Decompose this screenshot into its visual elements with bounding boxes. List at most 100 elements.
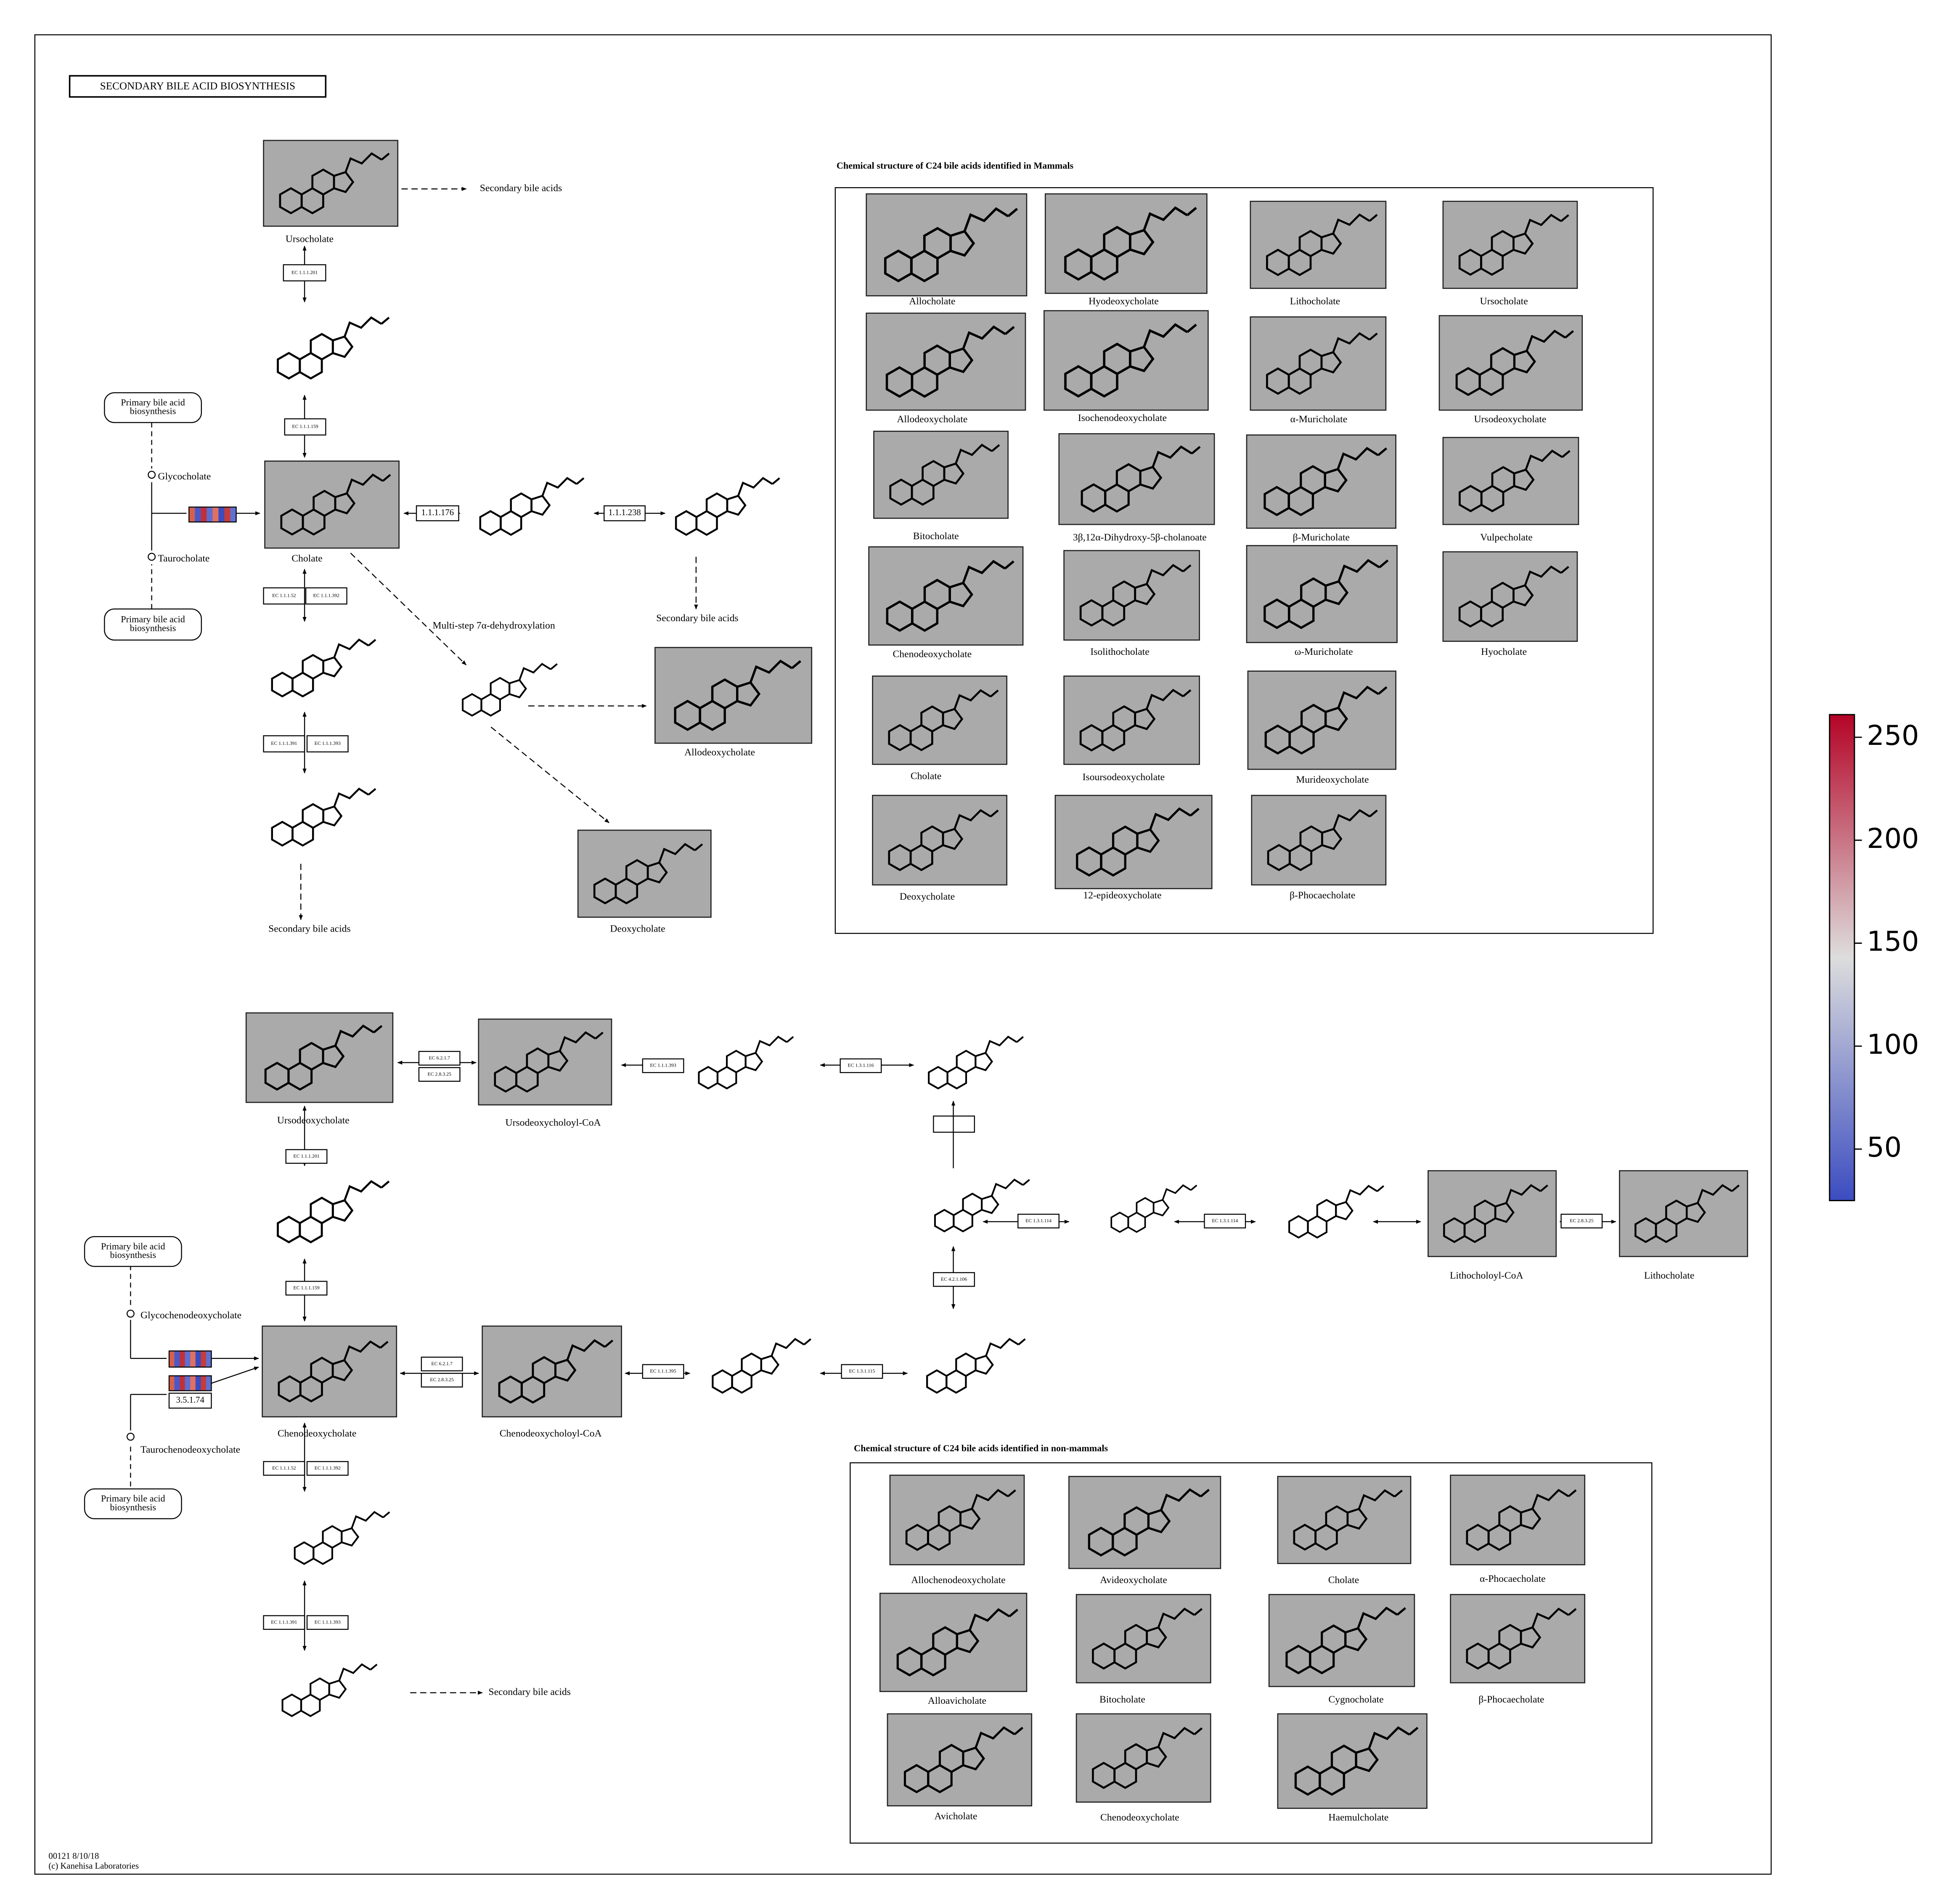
compound-box	[1043, 310, 1209, 411]
enzyme-label: EC 6.2.1.7	[429, 1055, 450, 1061]
compound-box	[879, 1592, 1028, 1692]
compound-label: Ursocholate	[1480, 296, 1528, 307]
gene-stripe	[212, 507, 219, 522]
colorbar-tick-label: 150	[1867, 926, 1919, 958]
compound-box	[1442, 551, 1578, 642]
compound-label: Chenodeoxycholate	[278, 1428, 357, 1439]
structure	[272, 640, 376, 696]
compound-label: Deoxycholate	[610, 924, 665, 935]
compound-label: Alloavicholate	[928, 1695, 986, 1706]
gene-stripe	[174, 1351, 180, 1367]
pathway-link	[104, 608, 202, 641]
arrow	[350, 553, 467, 665]
enzyme-box	[933, 1272, 975, 1287]
enzyme-box	[642, 1058, 684, 1073]
gene-stripe	[180, 1351, 185, 1367]
compound-box	[1063, 550, 1200, 641]
enzyme-label: EC 1.3.1.114	[1212, 1218, 1238, 1223]
enzyme-box	[263, 1615, 305, 1630]
compound-label: Chenodeoxycholate	[1100, 1812, 1179, 1823]
map-label: Secondary bile acids	[656, 613, 738, 624]
compound-label: 12-epideoxycholate	[1083, 890, 1161, 901]
compound-label: Ursodeoxycholoyl-CoA	[506, 1118, 601, 1128]
enzyme-label: EC 1.3.1.114	[1025, 1218, 1052, 1223]
compound-label: Isoursodeoxycholate	[1083, 772, 1165, 783]
enzyme-label: EC 1.1.1.52	[272, 593, 296, 598]
compound-label: Lithocholate	[1290, 296, 1340, 307]
enzyme-box	[168, 1393, 212, 1409]
compound-label: Cholate	[911, 771, 941, 781]
structure	[935, 1180, 1030, 1231]
compound-box	[1450, 1594, 1586, 1684]
compound-box	[1054, 794, 1213, 890]
non-mammals-panel	[850, 1462, 1653, 1844]
compound-box	[1277, 1476, 1412, 1564]
mammals-panel	[834, 187, 1654, 934]
compound-label: Lithocholate	[1644, 1270, 1694, 1281]
enzyme-label: EC 1.3.1.116	[848, 1062, 874, 1068]
arrow	[490, 726, 609, 824]
panel-title: Chemical structure of C24 bile acids ide…	[837, 160, 1074, 171]
compound-label: Avideoxycholate	[1100, 1575, 1167, 1586]
compound-box	[1442, 201, 1578, 289]
structure	[278, 1181, 389, 1242]
gene-stripe	[185, 1376, 191, 1391]
compound-label: β-Phocaecholate	[1478, 1694, 1544, 1705]
compound-label: Vulpecholate	[1480, 532, 1533, 543]
compound-label: Isolithocholate	[1090, 646, 1149, 657]
enzyme-box	[1204, 1213, 1246, 1229]
enzyme-box	[642, 1364, 684, 1379]
compound-box	[1044, 193, 1208, 294]
enzyme-label: EC 1.1.1.391	[271, 1619, 297, 1625]
compound-box	[1442, 437, 1579, 525]
compound-box	[1246, 545, 1398, 643]
enzyme-label: EC 1.1.1.392	[313, 593, 339, 598]
structure	[295, 1512, 389, 1564]
pathway-link-label: Primary bile acid	[101, 1241, 165, 1251]
enzyme-box	[306, 735, 349, 752]
enzyme-box	[305, 587, 347, 605]
enzyme-box	[416, 505, 459, 522]
compound-box	[1063, 675, 1200, 765]
compound-label: Isochenodeoxycholate	[1078, 413, 1167, 424]
structure	[927, 1339, 1025, 1393]
structure	[283, 1664, 377, 1716]
compound-box	[577, 829, 712, 918]
gene-stripe	[190, 1351, 196, 1367]
pathway-link	[84, 1236, 182, 1267]
map-label: Multi-step 7α-dehydroxylation	[432, 620, 555, 631]
compound-box	[1619, 1170, 1748, 1257]
enzyme-label: EC 1.3.1.115	[849, 1368, 875, 1374]
gene-stripe	[169, 1376, 175, 1391]
compound-label: Bitocholate	[913, 531, 959, 542]
gene-box	[168, 1350, 212, 1368]
compound-label: β-Phocaecholate	[1290, 890, 1355, 901]
enzyme-box	[418, 1051, 461, 1066]
gene-stripe	[174, 1376, 180, 1391]
gene-stripe	[218, 507, 225, 522]
compound-box	[262, 1325, 397, 1417]
compound-label: Deoxycholate	[900, 891, 955, 902]
compound-label: Ursodeoxycholate	[277, 1115, 350, 1126]
gene-stripe	[207, 507, 213, 522]
enzyme-label: EC 2.8.3.25	[1570, 1218, 1593, 1223]
gene-stripe	[195, 1376, 201, 1391]
enzyme-label: EC 1.1.1.393	[315, 740, 341, 746]
enzyme-label: 1.1.1.176	[421, 508, 454, 517]
pathway-link-label: Primary bile acid	[121, 614, 185, 625]
enzyme-label: EC 1.1.1.159	[293, 1285, 319, 1291]
enzyme-box	[306, 1615, 349, 1630]
structure	[699, 1037, 793, 1088]
compound-box	[868, 546, 1024, 646]
map-label: Secondary bile acids	[268, 924, 351, 935]
map-label: Taurochenodeoxycholate	[140, 1444, 240, 1455]
compound-label: Lithocholoyl-CoA	[1450, 1270, 1523, 1281]
enzyme-label: 1.1.1.238	[608, 508, 641, 517]
compound-box	[654, 647, 813, 744]
structure	[463, 664, 557, 716]
enzyme-label: EC 1.1.1.201	[293, 1153, 319, 1159]
compound-box	[889, 1475, 1025, 1565]
compound-node	[148, 553, 156, 561]
compound-label: Bitocholate	[1099, 1694, 1145, 1705]
